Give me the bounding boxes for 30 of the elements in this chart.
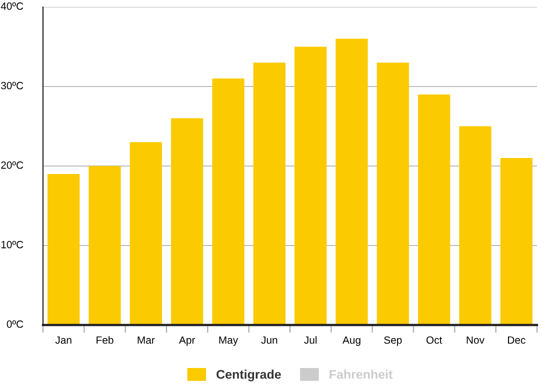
x-tick-label: Sep bbox=[384, 336, 402, 346]
bar bbox=[500, 158, 532, 325]
bar bbox=[294, 46, 327, 325]
x-tick-label: Jul bbox=[304, 336, 317, 344]
x-tick-label: Aug bbox=[342, 336, 360, 346]
x-tick-label: Nov bbox=[466, 336, 484, 344]
x-tick-label: Jan bbox=[55, 336, 72, 344]
y-tick-label: 10ºC bbox=[1, 240, 24, 248]
bar bbox=[88, 166, 121, 325]
y-tick-label: 20ºC bbox=[1, 161, 24, 169]
bar bbox=[376, 62, 409, 325]
legend-label: Centigrade bbox=[216, 370, 281, 382]
x-tick-label: May bbox=[219, 336, 238, 346]
x-tick-label: Oct bbox=[426, 336, 442, 344]
bar bbox=[212, 78, 244, 325]
bar bbox=[171, 118, 204, 325]
bar bbox=[418, 94, 450, 325]
bar bbox=[48, 174, 80, 325]
x-tick-label: Apr bbox=[179, 336, 196, 346]
y-tick-label: 0ºC bbox=[6, 320, 24, 328]
bar bbox=[336, 38, 368, 325]
bar bbox=[459, 126, 492, 325]
x-tick-label: Feb bbox=[96, 336, 114, 344]
bar bbox=[130, 142, 162, 325]
y-tick-label: 30ºC bbox=[1, 82, 24, 90]
x-tick-label: Jun bbox=[261, 336, 278, 344]
x-tick-label: Dec bbox=[508, 336, 526, 344]
y-tick-label: 40ºC bbox=[0, 2, 24, 10]
x-tick-label: Mar bbox=[138, 336, 155, 344]
bar bbox=[253, 62, 286, 325]
